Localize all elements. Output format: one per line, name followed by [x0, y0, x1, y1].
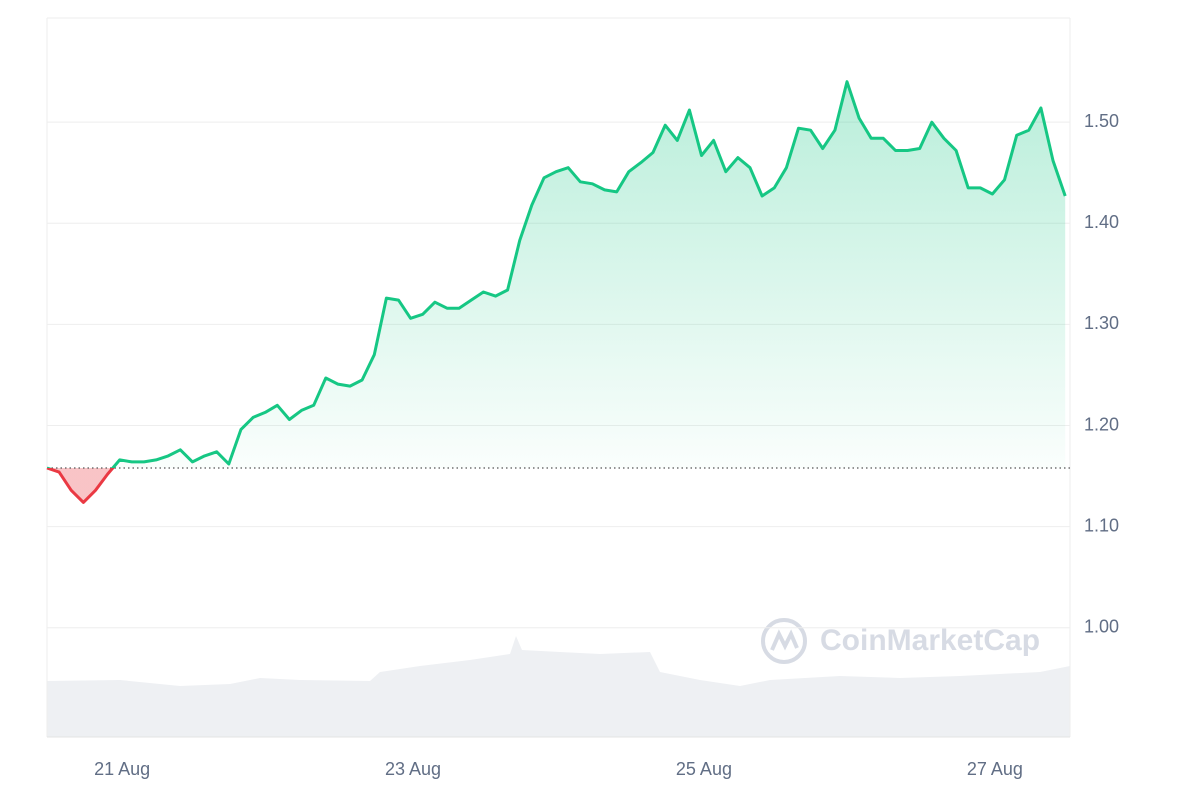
y-tick-label: 1.20: [1084, 414, 1119, 434]
watermark-text: CoinMarketCap: [820, 624, 1040, 657]
volume-area: [47, 636, 1070, 737]
price-line: [46, 80, 1067, 504]
watermark: CoinMarketCap: [761, 618, 1040, 664]
y-tick-label: 1.40: [1084, 212, 1119, 232]
x-tick-label: 21 Aug: [94, 759, 150, 779]
y-tick-label: 1.50: [1084, 111, 1119, 131]
y-tick-label: 1.10: [1084, 515, 1119, 535]
watermark-logo-mark: [770, 629, 799, 651]
x-tick-label: 27 Aug: [967, 759, 1023, 779]
x-tick-label: 23 Aug: [385, 759, 441, 779]
y-tick-label: 1.30: [1084, 313, 1119, 333]
x-tick-label: 25 Aug: [676, 759, 732, 779]
watermark-logo: [761, 618, 807, 664]
price-area: [47, 81, 1066, 503]
y-tick-label: 1.00: [1084, 617, 1119, 637]
